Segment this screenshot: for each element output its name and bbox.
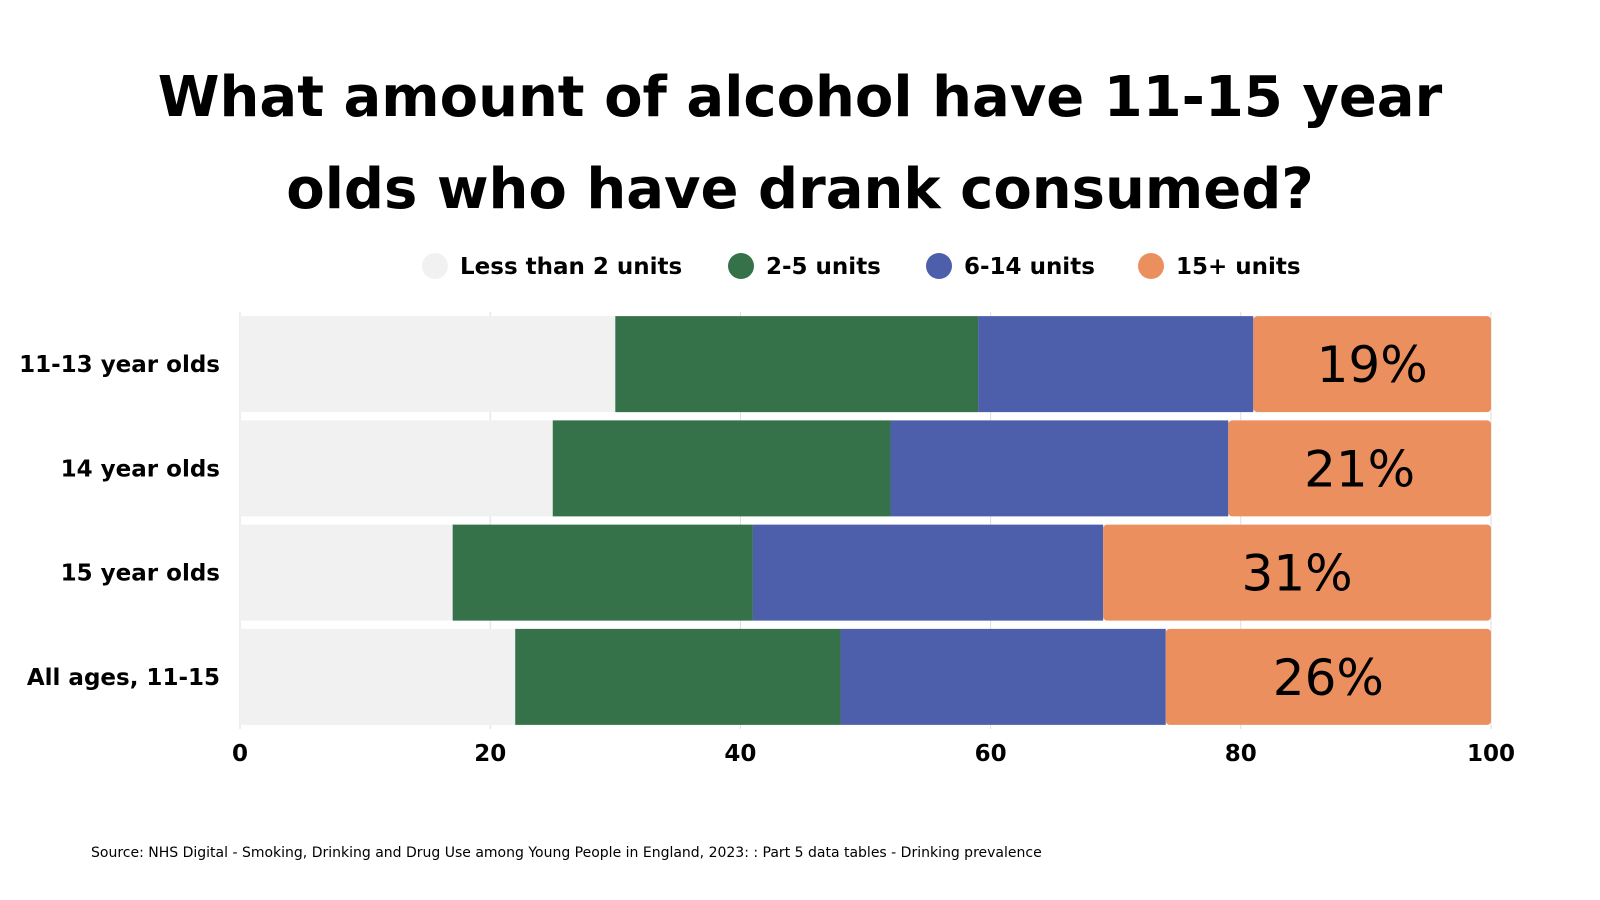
bar-6-14-units-2: [890, 420, 1229, 517]
bar-6-14-units-4: [840, 628, 1166, 725]
x-tick-label-60: 60: [975, 741, 1007, 767]
legend: Less than 2 units 2-5 units 6-14 units 15+ …: [422, 253, 1301, 280]
legend-label-less-than-2-units: Less than 2 units: [460, 254, 682, 280]
x-tick-label-80: 80: [1225, 741, 1257, 767]
bar-less-than-2-units-3: [240, 524, 453, 621]
legend-swatch-15-units: [1138, 253, 1164, 279]
bar-2-5-units-1: [615, 316, 979, 413]
data-labels: 19% 21% 31% 26%: [1242, 336, 1428, 707]
bar-less-than-2-units-4: [240, 628, 516, 725]
bar-6-14-units-3: [752, 524, 1104, 621]
bar-2-5-units-4: [515, 628, 841, 725]
category-label-1: 11-13 year olds: [19, 352, 220, 378]
y-axis-categories: 11-13 year olds 14 year olds 15 year olds A…: [19, 352, 220, 691]
legend-swatch-2-5-units: [728, 253, 754, 279]
x-tick-label-40: 40: [724, 741, 756, 767]
legend-label-15-units: 15+ units: [1176, 254, 1301, 280]
x-axis-ticks: 0 20 40 60 80 100: [232, 741, 1515, 767]
bar-15-units-2: [1228, 420, 1491, 517]
data-label-4: 26%: [1273, 649, 1384, 707]
legend-label-2-5-units: 2-5 units: [766, 254, 881, 280]
chart-title: What amount of alcohol have 11-15 year o…: [0, 52, 1600, 236]
chart-title-line-2: olds who have drank consumed?: [286, 157, 1314, 222]
bar-15-units-3: [1103, 524, 1491, 621]
bar-2-5-units-2: [552, 420, 891, 517]
bar-6-14-units-1: [978, 316, 1254, 413]
x-tick-label-0: 0: [232, 741, 248, 767]
bar-15-units-1: [1253, 316, 1491, 413]
bar-less-than-2-units-2: [240, 420, 553, 517]
bars: [240, 316, 1491, 725]
data-label-2: 21%: [1304, 440, 1415, 498]
category-label-3: 15 year olds: [61, 561, 220, 587]
legend-swatch-6-14-units: [926, 253, 952, 279]
bar-15-units-4: [1165, 628, 1491, 725]
x-tick-label-100: 100: [1467, 741, 1515, 767]
data-label-1: 19%: [1317, 336, 1428, 394]
chart-title-line-1: What amount of alcohol have 11-15 year: [157, 65, 1443, 130]
bar-less-than-2-units-1: [240, 316, 616, 413]
legend-label-6-14-units: 6-14 units: [964, 254, 1095, 280]
x-tick-label-20: 20: [474, 741, 506, 767]
legend-swatch-less-than-2-units: [422, 253, 448, 279]
source-note: Source: NHS Digital - Smoking, Drinking …: [91, 845, 1042, 861]
data-label-3: 31%: [1242, 545, 1353, 603]
category-label-2: 14 year olds: [61, 456, 220, 482]
bar-2-5-units-3: [452, 524, 753, 621]
category-label-4: All ages, 11-15: [27, 665, 220, 691]
